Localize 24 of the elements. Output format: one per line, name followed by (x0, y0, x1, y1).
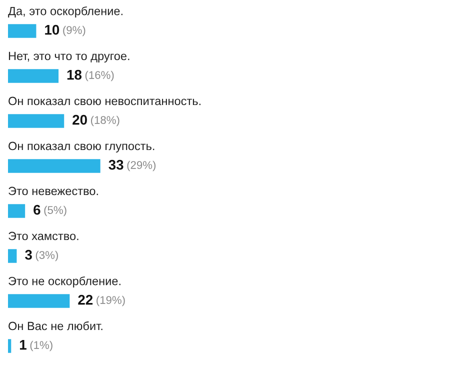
bar (8, 69, 59, 83)
data-label: 33 (29%) (108, 160, 156, 172)
y-tick-label: Да, это оскорбление. (8, 6, 122, 18)
y-tick-label: Он показал свою невоспитанность. (8, 96, 200, 106)
bar (8, 204, 26, 218)
y-tick-label: Нет, это что то другое. (8, 52, 130, 62)
y-tick-label: Это не оскорбление. (8, 276, 120, 288)
bar (8, 294, 70, 308)
data-label: 10 (9%) (45, 24, 86, 36)
data-label: 1 (1%) (20, 340, 52, 352)
bar (8, 114, 64, 128)
data-label: 20 (18%) (72, 114, 120, 126)
data-label: 22 (19%) (78, 294, 125, 306)
bar (8, 24, 36, 38)
y-tick-label: Это невежество. (8, 186, 98, 196)
data-label: 3 (3%) (25, 250, 58, 262)
bar (8, 249, 17, 263)
bar (8, 159, 100, 173)
y-tick-label: Это хамство. (8, 232, 78, 240)
y-tick-label: Он Вас не любит. (8, 321, 102, 330)
data-label: 18 (16%) (67, 70, 114, 82)
data-label: 6 (5%) (34, 204, 66, 216)
bar (8, 339, 12, 353)
y-tick-label: Он показал свою глупость. (8, 142, 154, 152)
